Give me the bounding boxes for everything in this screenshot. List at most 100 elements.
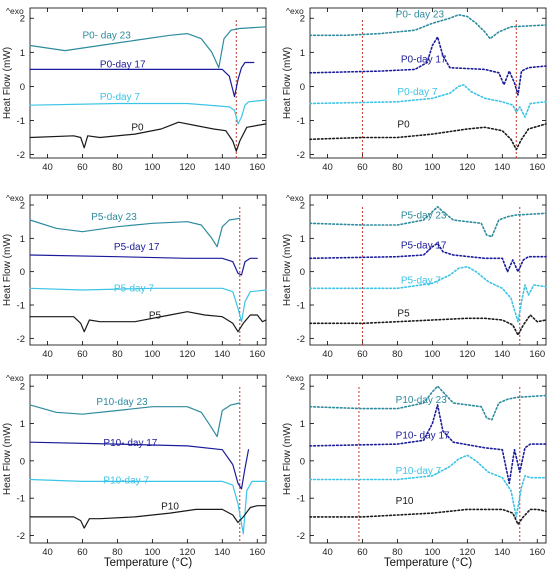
plot-frame <box>29 194 267 346</box>
series-line-day23 <box>309 14 547 40</box>
series-label-day23: P10-day 23 <box>96 397 148 408</box>
y-tick-label: 2 <box>20 382 25 393</box>
x-tick-label: 40 <box>42 547 53 558</box>
x-tick-label: 60 <box>77 162 88 173</box>
x-tick-label: 100 <box>144 349 160 360</box>
y-tick-label: 0 <box>300 82 305 93</box>
series-label-day17: P5-day 17 <box>401 240 447 251</box>
y-tick-label: 2 <box>300 14 305 25</box>
x-tick-label: 40 <box>42 349 53 360</box>
series-label-day17: P0-day 17 <box>100 60 146 71</box>
x-tick-label: 80 <box>392 547 403 558</box>
y-tick-label: -1 <box>297 494 305 505</box>
exo-label: ^exo <box>286 193 304 203</box>
plot-frame <box>29 7 267 159</box>
y-tick-label: -2 <box>297 150 305 161</box>
x-tick-label: 40 <box>322 162 333 173</box>
series-label-day7: P10-day 7 <box>396 466 442 477</box>
series-line-day17 <box>309 242 547 273</box>
y-tick-label: -1 <box>297 301 305 312</box>
series-line-day23 <box>29 217 241 248</box>
x-tick-label: 40 <box>42 162 53 173</box>
series-label-day17: P10- day 17 <box>103 438 157 449</box>
x-tick-label: 120 <box>179 349 195 360</box>
x-tick-label: 80 <box>392 162 403 173</box>
series-line-day17 <box>29 61 255 98</box>
y-tick-label: -2 <box>17 150 25 161</box>
x-tick-label: 160 <box>249 349 265 360</box>
series-label-base: P5 <box>149 310 162 321</box>
series-label-base: P10 <box>396 496 414 507</box>
series-label-day23: P5-day 23 <box>401 210 447 221</box>
y-tick-label: 1 <box>300 48 305 59</box>
series-line-base <box>29 505 267 529</box>
y-tick-label: 1 <box>300 234 305 245</box>
x-tick-label: 80 <box>112 162 123 173</box>
plot-frame <box>309 374 547 544</box>
x-axis-label-left: Temperature (°C) <box>104 557 192 569</box>
y-tick-label: -1 <box>17 116 25 127</box>
series-line-day23 <box>29 402 241 438</box>
x-tick-label: 60 <box>357 547 368 558</box>
y-tick-label: 0 <box>20 82 25 93</box>
series-line-day7 <box>29 287 267 323</box>
y-tick-label: -2 <box>297 334 305 345</box>
series-line-day7 <box>29 478 267 535</box>
plot-frame <box>309 7 547 159</box>
x-tick-label: 100 <box>144 162 160 173</box>
plot-frame <box>29 374 267 544</box>
exo-label: ^exo <box>6 193 24 203</box>
x-tick-label: 160 <box>249 547 265 558</box>
y-tick-label: -2 <box>17 531 25 542</box>
series-label-base: P10 <box>161 501 179 512</box>
x-tick-label: 60 <box>77 547 88 558</box>
x-tick-label: 120 <box>459 547 475 558</box>
x-tick-label: 100 <box>424 349 440 360</box>
x-tick-label: 80 <box>392 349 403 360</box>
y-tick-label: 1 <box>20 48 25 59</box>
y-tick-label: 1 <box>300 419 305 430</box>
panel-p5-second: 40 60 80 100 120 140 160 -2 -1 0 1 2^exo Heat Flow (… <box>282 193 547 360</box>
series-line-day7 <box>309 454 547 518</box>
series-label-day23: P5-day 23 <box>91 212 137 223</box>
series-label-day17: P10- day 17 <box>396 430 450 441</box>
x-tick-label: 80 <box>112 349 123 360</box>
series-label-day7: P5-day 7 <box>114 284 154 295</box>
y-tick-label: 1 <box>20 419 25 430</box>
y-tick-label: 2 <box>20 14 25 25</box>
series-line-day7 <box>29 99 267 125</box>
y-axis-label: Heat Flow (mW) <box>282 47 293 119</box>
series-label-day7: P10-day 7 <box>103 475 149 486</box>
exo-label: ^exo <box>6 373 24 383</box>
x-tick-label: 60 <box>357 349 368 360</box>
x-tick-label: 160 <box>529 547 545 558</box>
series-line-day17 <box>29 254 258 276</box>
series-label-day23: P10-day 23 <box>396 395 448 406</box>
x-tick-label: 100 <box>144 547 160 558</box>
y-tick-label: 2 <box>300 382 305 393</box>
series-line-day23 <box>309 205 547 238</box>
series-label-day17: P5-day 17 <box>114 242 160 253</box>
panel-p5-first: 40 60 80 100 120 140 160 -2 -1 0 1 2^exo Heat Flow (… <box>2 193 267 360</box>
y-tick-label: -1 <box>17 494 25 505</box>
x-tick-label: 140 <box>494 162 510 173</box>
series-line-base <box>29 121 267 152</box>
x-tick-label: 160 <box>249 162 265 173</box>
y-tick-label: 1 <box>20 234 25 245</box>
series-label-day23: P0- day 23 <box>396 10 445 21</box>
y-tick-label: 0 <box>300 456 305 467</box>
y-tick-label: -2 <box>297 531 305 542</box>
x-axis-label-right: Temperature (°C) <box>384 557 472 569</box>
y-axis-label: Heat Flow (mW) <box>2 234 13 306</box>
y-tick-label: 0 <box>300 267 305 278</box>
panel-p10-second: 40 60 80 100 120 140 160 -2 -1 0 1 2^exo Heat Flow (… <box>282 373 547 558</box>
series-label-day7: P0-day 7 <box>100 92 140 103</box>
series-line-day23 <box>309 385 547 421</box>
x-tick-label: 140 <box>214 162 230 173</box>
series-line-base <box>309 508 547 526</box>
series-label-day7: P0-day 7 <box>397 87 437 98</box>
x-tick-label: 120 <box>459 162 475 173</box>
series-line-day17 <box>309 404 547 485</box>
y-tick-label: -1 <box>297 116 305 127</box>
x-tick-label: 140 <box>214 547 230 558</box>
